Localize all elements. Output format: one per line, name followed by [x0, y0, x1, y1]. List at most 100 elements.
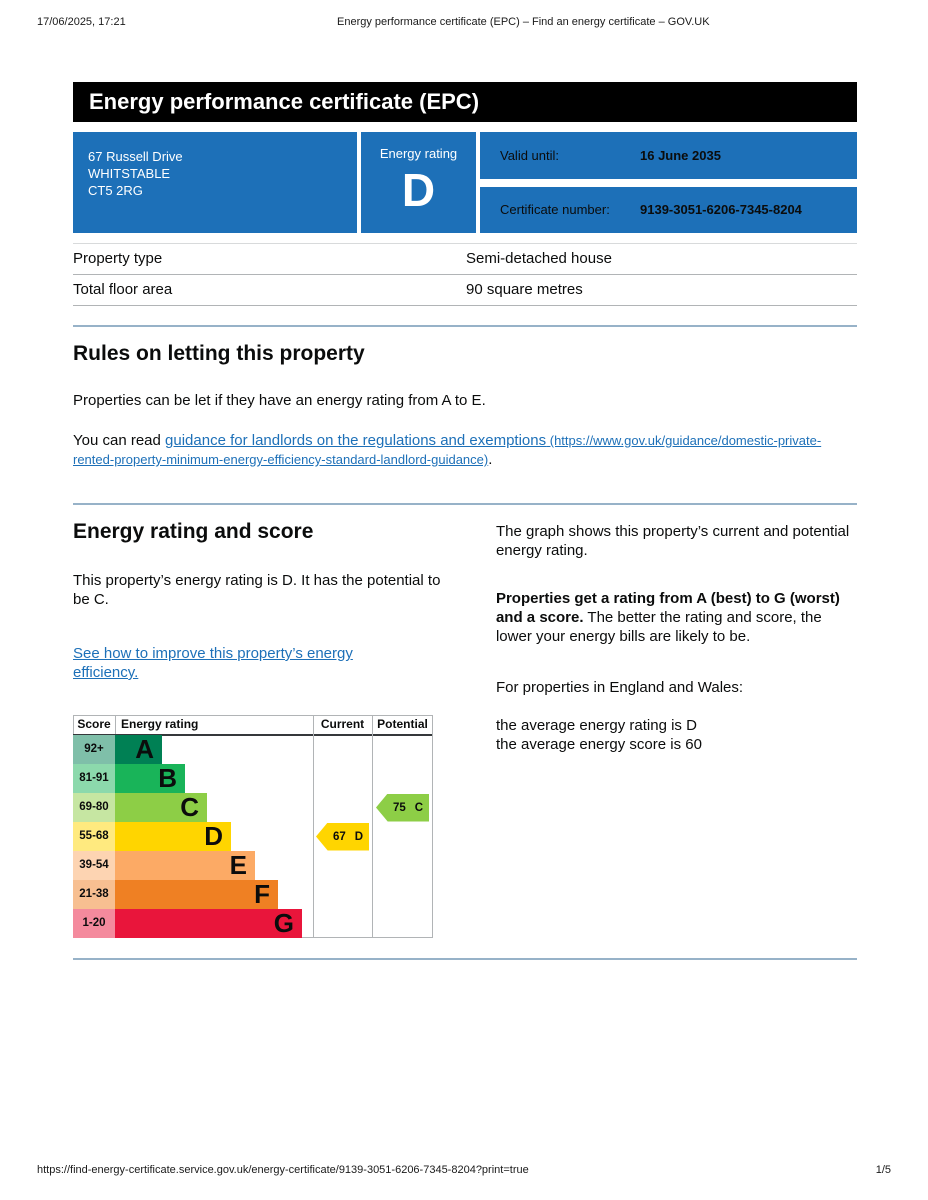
section-divider — [73, 503, 857, 505]
guidance-link-text: guidance for landlords on the regulation… — [165, 432, 547, 449]
address-line-2: WHITSTABLE — [88, 166, 171, 181]
valid-until-row: Valid until: 16 June 2035 — [480, 132, 857, 179]
current-rating-marker-letter: D — [354, 830, 364, 843]
landlord-guidance-link[interactable]: guidance for landlords on the regulation… — [73, 432, 821, 468]
footer-url: https://find-energy-certificate.service.… — [37, 1164, 529, 1176]
certificate-number-value: 9139-3051-6206-7345-8204 — [640, 202, 802, 218]
chart-gridline — [73, 715, 74, 735]
epc-band-bar: C — [115, 793, 207, 822]
epc-band-score-range: 92+ — [73, 735, 115, 764]
improve-efficiency-link[interactable]: See how to improve this property’s energ… — [73, 645, 353, 681]
epc-band-bar: F — [115, 880, 278, 909]
guidance-link-url: (https://www.gov.uk/guidance/domestic-pr… — [73, 433, 822, 467]
floor-area-value: 90 square metres — [466, 281, 583, 298]
epc-band-bar: E — [115, 851, 255, 880]
chart-gridline — [115, 715, 116, 735]
divider — [357, 132, 361, 233]
potential-rating-marker: 75 C — [376, 793, 429, 822]
potential-rating-marker-letter: C — [414, 801, 424, 814]
chart-gridline — [432, 715, 433, 938]
valid-until-value: 16 June 2035 — [640, 147, 721, 163]
print-footer: https://find-energy-certificate.service.… — [37, 1164, 891, 1176]
epc-band-row-A: 92+ A — [73, 735, 433, 764]
epc-band-row-G: 1-20 G — [73, 909, 433, 938]
rating-explainer-rest: The better the rating and score, the low… — [495, 609, 822, 645]
property-type-value: Semi-detached house — [466, 250, 612, 267]
average-score-line: the average energy score is 60 — [495, 736, 702, 753]
table-row: Property type Semi-detached house — [73, 243, 857, 275]
epc-band-row-C: 69-80 C — [73, 793, 433, 822]
england-wales-paragraph: For properties in England and Wales: — [495, 679, 744, 696]
guidance-paragraph: You can read guidance for landlords on t… — [73, 431, 857, 469]
rules-paragraph: Properties can be let if they have an en… — [73, 392, 486, 409]
print-date: 17/06/2025, 17:21 — [37, 16, 126, 28]
section-divider — [73, 958, 857, 960]
epc-band-letter: A — [135, 734, 154, 764]
epc-chart: Score Energy rating Current Potential 92… — [73, 715, 433, 938]
rating-explainer-bold: Properties get a rating from A (best) to… — [495, 590, 840, 626]
epc-band-bar: B — [115, 764, 185, 793]
certificate-details: Valid until: 16 June 2035 Certificate nu… — [480, 132, 857, 233]
epc-band-score-range: 69-80 — [73, 793, 115, 822]
rating-summary-paragraph: This property’s energy rating is D. It h… — [73, 572, 441, 608]
table-row: Total floor area 90 square metres — [73, 275, 857, 306]
epc-band-letter: D — [204, 821, 223, 851]
chart-column-score: Score — [77, 717, 111, 731]
valid-until-label: Valid until: — [500, 147, 560, 163]
chart-gridline — [372, 715, 373, 938]
rating-section: Energy rating and score This property’s … — [73, 520, 857, 938]
epc-band-bar: A — [115, 735, 162, 764]
chart-gridline — [313, 715, 314, 938]
current-rating-marker: 67 D — [316, 822, 369, 851]
epc-band-score-range: 1-20 — [73, 909, 115, 938]
epc-band-score-range: 55-68 — [73, 822, 115, 851]
property-type-label: Property type — [73, 250, 163, 267]
epc-band-row-E: 39-54 E — [73, 851, 433, 880]
chart-column-energy-rating: Energy rating — [121, 717, 199, 731]
energy-rating-cell: Energy rating D — [361, 132, 476, 233]
epc-band-score-range: 21-38 — [73, 880, 115, 909]
certificate-content: Energy performance certificate (EPC) 67 … — [73, 82, 857, 960]
epc-band-letter: B — [158, 763, 177, 793]
divider — [476, 132, 480, 233]
epc-band-bar: G — [115, 909, 302, 938]
certificate-number-row: Certificate number: 9139-3051-6206-7345-… — [480, 186, 857, 233]
rating-section-right: The graph shows this property’s current … — [496, 520, 857, 938]
certificate-number-label: Certificate number: — [500, 202, 610, 218]
epc-band-letter: C — [180, 792, 199, 822]
property-summary-table: Property type Semi-detached house Total … — [73, 243, 857, 306]
certificate-summary-box: 67 Russell Drive WHITSTABLE CT5 2RG Ener… — [73, 132, 857, 233]
epc-band-letter: F — [254, 879, 270, 909]
epc-band-letter: G — [273, 908, 294, 938]
print-document-title: Energy performance certificate (EPC) – F… — [337, 16, 710, 28]
rules-section-heading: Rules on letting this property — [73, 342, 365, 365]
current-rating-marker-score: 67 — [332, 830, 346, 843]
chart-column-current: Current — [320, 717, 365, 731]
property-address: 67 Russell Drive WHITSTABLE CT5 2RG — [73, 132, 357, 233]
address-line-3: CT5 2RG — [88, 183, 143, 198]
epc-band-bar: D — [115, 822, 231, 851]
energy-rating-label: Energy rating — [379, 146, 458, 161]
epc-band-score-range: 39-54 — [73, 851, 115, 880]
average-rating-lines: the average energy rating is D the avera… — [496, 716, 857, 754]
epc-band-row-F: 21-38 F — [73, 880, 433, 909]
page-number: 1/5 — [875, 1164, 891, 1176]
guidance-suffix: . — [488, 451, 493, 468]
floor-area-label: Total floor area — [73, 281, 173, 298]
address-line-1: 67 Russell Drive — [88, 149, 183, 164]
chart-column-potential: Potential — [377, 717, 428, 731]
guidance-prefix: You can read — [73, 432, 166, 449]
rating-section-left: Energy rating and score This property’s … — [73, 520, 456, 938]
rating-explainer-paragraph: Properties get a rating from A (best) to… — [496, 589, 857, 646]
epc-band-row-D: 55-68 D — [73, 822, 433, 851]
rating-section-heading: Energy rating and score — [73, 520, 314, 543]
energy-rating-letter: D — [401, 164, 436, 216]
print-header: 17/06/2025, 17:21 Energy performance cer… — [0, 16, 928, 32]
epc-band-letter: E — [229, 850, 247, 880]
epc-band-score-range: 81-91 — [73, 764, 115, 793]
chart-gridline — [73, 715, 433, 716]
page-title-banner: Energy performance certificate (EPC) — [73, 82, 857, 122]
epc-band-row-B: 81-91 B — [73, 764, 433, 793]
potential-rating-marker-score: 75 — [392, 801, 406, 814]
